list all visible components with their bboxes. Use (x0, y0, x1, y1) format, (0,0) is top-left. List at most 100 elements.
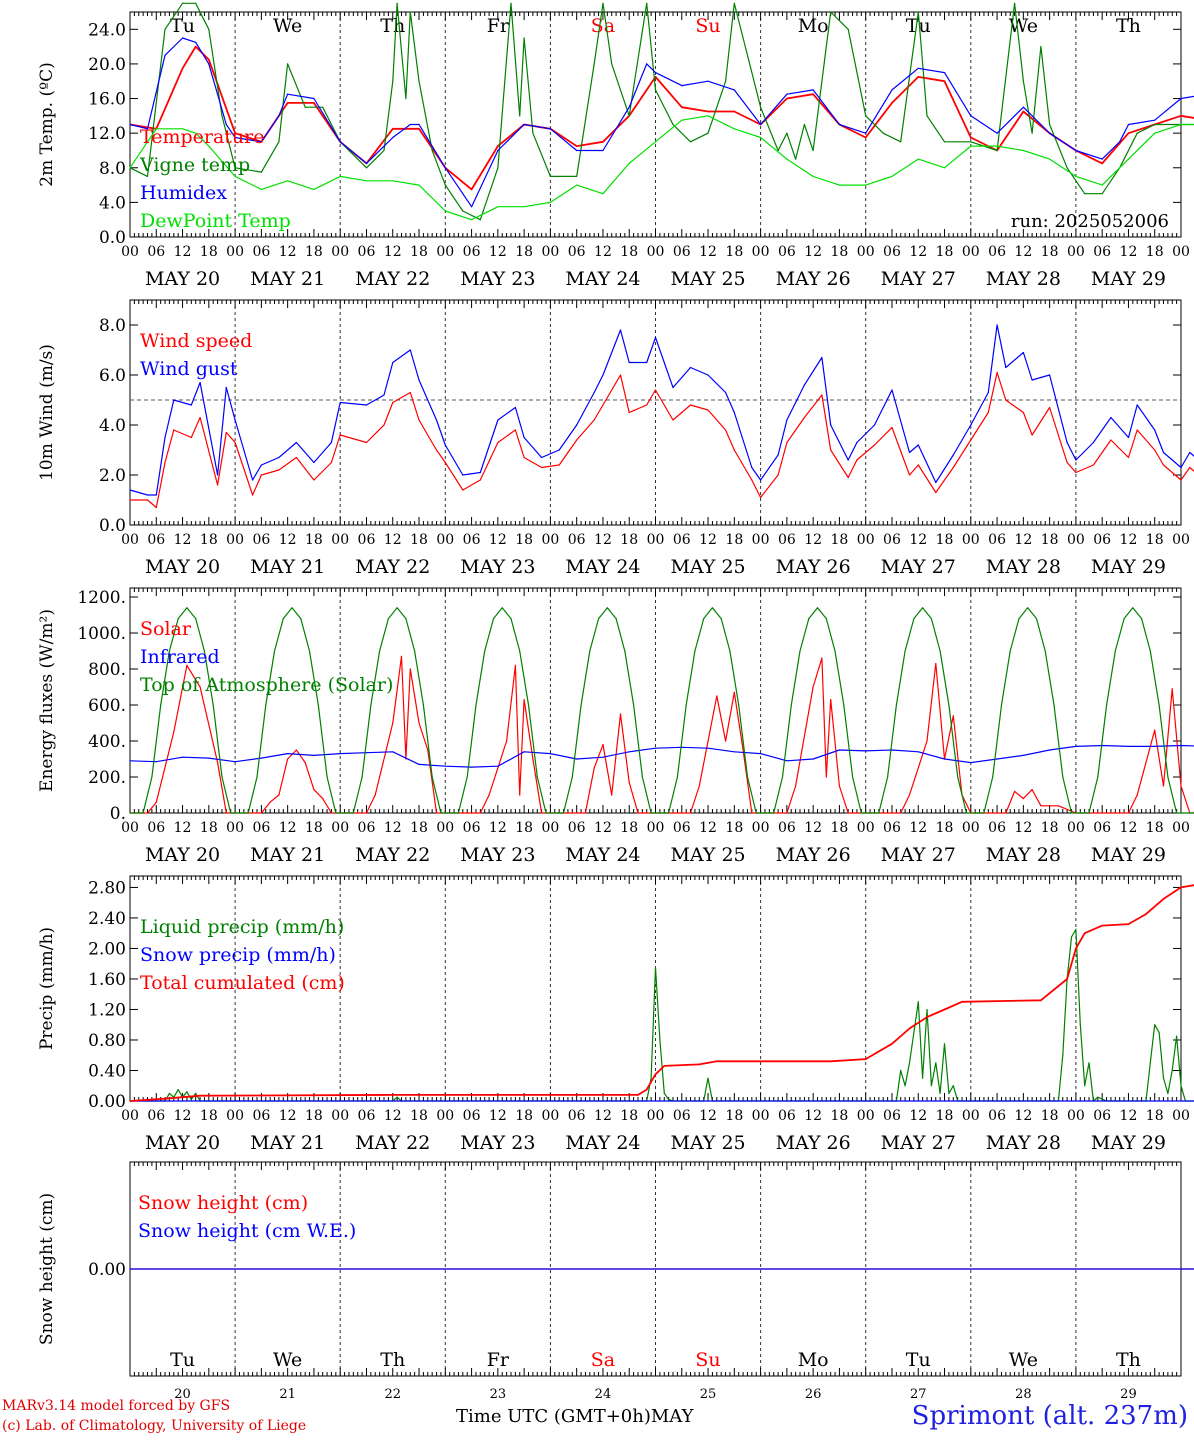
hour-label: 06 (358, 1108, 376, 1124)
data-point (199, 1095, 201, 1097)
data-point (1127, 158, 1130, 160)
data-point (891, 1043, 893, 1045)
date-label: MAY 24 (565, 844, 640, 866)
data-point (628, 361, 630, 364)
hour-label: 12 (1014, 244, 1032, 260)
hour-label: 12 (174, 1108, 192, 1124)
y-tick-label: 0.0 (99, 228, 126, 248)
y-tick-label: 1.60 (88, 970, 126, 990)
day-number-label: 21 (279, 1387, 296, 1400)
date-label: MAY 29 (1091, 268, 1166, 290)
data-point (466, 776, 468, 778)
data-point (786, 97, 788, 100)
data-point (471, 766, 473, 768)
date-label: MAY 28 (986, 1132, 1061, 1154)
hour-label: 12 (804, 1108, 822, 1124)
hour-label: 06 (673, 532, 691, 548)
data-point (760, 123, 762, 126)
data-point (733, 411, 735, 414)
hour-label: 18 (936, 1108, 954, 1124)
date-label: MAY 27 (881, 844, 956, 866)
data-point (628, 115, 630, 117)
data-point (234, 761, 236, 763)
data-point (549, 175, 552, 177)
data-point (1066, 167, 1068, 169)
hour-label: 18 (200, 1108, 218, 1124)
y-tick-label: 4.0 (99, 193, 126, 213)
data-point (812, 93, 814, 95)
data-point (882, 132, 884, 134)
y-tick-label: 2.0 (99, 466, 126, 486)
data-point (330, 812, 332, 814)
data-point (891, 175, 893, 177)
data-point (602, 141, 604, 143)
data-point (260, 188, 262, 190)
weekday-label: Tu (906, 1349, 931, 1371)
hour-label: 18 (1146, 244, 1164, 260)
data-point (606, 607, 608, 609)
data-point (339, 175, 341, 177)
date-label: MAY 20 (145, 268, 220, 290)
data-point (672, 123, 674, 126)
data-point (195, 132, 197, 134)
data-point (865, 132, 867, 134)
data-point (541, 812, 543, 814)
data-point (733, 449, 735, 451)
data-point (146, 499, 149, 501)
date-label: MAY 28 (986, 556, 1061, 578)
data-point (847, 476, 849, 479)
y-tick-label: 400. (88, 732, 126, 752)
data-point (593, 391, 595, 394)
hour-label: 12 (384, 820, 402, 836)
data-point (948, 1092, 950, 1094)
data-point (418, 419, 420, 421)
hour-label: 18 (831, 244, 849, 260)
data-point (654, 966, 657, 969)
data-point (322, 798, 324, 800)
data-point (173, 399, 175, 401)
hour-label: 18 (1041, 820, 1059, 836)
data-point (746, 776, 749, 778)
data-point (295, 441, 297, 444)
hour-label: 12 (384, 532, 402, 548)
data-point (821, 394, 823, 396)
data-point (1171, 1069, 1173, 1072)
data-point (716, 1060, 718, 1062)
data-point (405, 97, 407, 100)
hour-label: 00 (857, 532, 875, 548)
data-point (418, 184, 420, 186)
date-label: MAY 27 (881, 268, 956, 290)
data-point (287, 102, 289, 104)
data-point (646, 63, 648, 65)
data-point (795, 785, 797, 787)
hour-label: 06 (358, 820, 376, 836)
data-point (926, 1016, 928, 1018)
data-point (891, 102, 893, 104)
hour-label: 12 (909, 820, 927, 836)
data-point (943, 72, 946, 74)
data-point (891, 749, 893, 751)
legend-entry: Snow precip (mm/h) (140, 944, 336, 966)
data-point (252, 479, 254, 481)
hour-label: 06 (463, 244, 481, 260)
data-point (1075, 459, 1077, 461)
data-point (654, 747, 657, 749)
date-label: MAY 27 (881, 556, 956, 578)
data-point (195, 618, 197, 620)
data-point (825, 776, 827, 778)
hour-label: 00 (962, 532, 980, 548)
data-point (444, 461, 446, 464)
hour-label: 00 (647, 532, 665, 548)
data-point (1110, 416, 1112, 419)
data-point (830, 424, 832, 426)
hour-label: 06 (252, 820, 270, 836)
data-point (558, 449, 560, 451)
y-tick-label: 6.0 (99, 366, 126, 386)
hour-label: 12 (489, 244, 507, 260)
data-point (471, 188, 473, 190)
data-point (996, 149, 998, 152)
data-point (146, 175, 149, 177)
data-point (370, 704, 372, 706)
data-point (173, 731, 175, 733)
hour-label: 06 (673, 820, 691, 836)
